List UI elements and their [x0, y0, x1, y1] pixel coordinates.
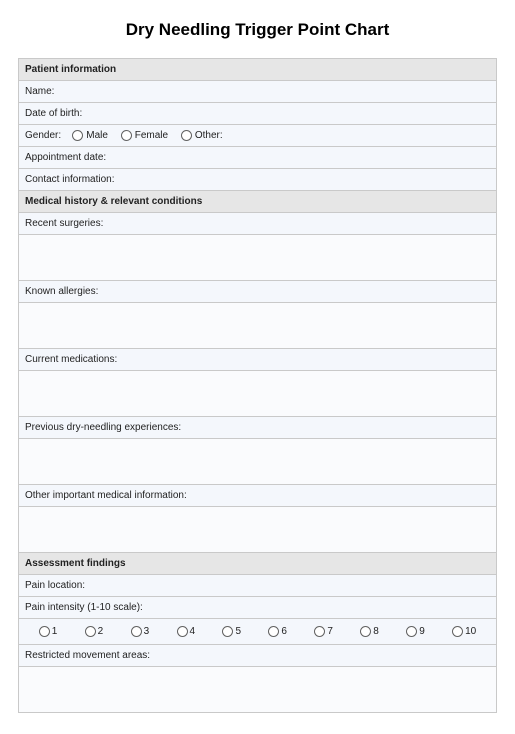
field-dob[interactable]: Date of birth:	[19, 103, 497, 125]
scale-option-3[interactable]: 3	[131, 626, 150, 637]
field-gender-label: Gender:	[25, 130, 61, 141]
section-header-medical-history-label: Medical history & relevant conditions	[19, 191, 497, 213]
scale-label-1: 1	[52, 626, 58, 637]
textarea-previous-experiences[interactable]	[19, 439, 497, 485]
radio-icon	[121, 130, 132, 141]
radio-icon	[181, 130, 192, 141]
field-pain-intensity: Pain intensity (1-10 scale):	[19, 597, 497, 619]
scale-option-2[interactable]: 2	[85, 626, 104, 637]
field-recent-surgeries-label: Recent surgeries:	[19, 213, 497, 235]
pain-scale-options: 1 2 3 4 5 6 7 8 9 10	[23, 622, 492, 641]
page-title: Dry Needling Trigger Point Chart	[18, 20, 497, 40]
form-page: Dry Needling Trigger Point Chart Patient…	[0, 0, 515, 731]
scale-option-1[interactable]: 1	[39, 626, 58, 637]
scale-option-5[interactable]: 5	[222, 626, 241, 637]
row-pain-scale: 1 2 3 4 5 6 7 8 9 10	[19, 619, 497, 645]
gender-other-label: Other:	[195, 130, 223, 141]
radio-icon	[222, 626, 233, 637]
field-restricted-movement: Restricted movement areas:	[19, 645, 497, 667]
field-pain-location[interactable]: Pain location:	[19, 575, 497, 597]
field-appointment-date[interactable]: Appointment date:	[19, 147, 497, 169]
field-other-medical-info-label: Other important medical information:	[19, 485, 497, 507]
scale-option-8[interactable]: 8	[360, 626, 379, 637]
field-current-medications: Current medications:	[19, 349, 497, 371]
field-contact-info[interactable]: Contact information:	[19, 169, 497, 191]
textarea-restricted-movement[interactable]	[19, 667, 497, 713]
textarea-current-medications[interactable]	[19, 371, 497, 417]
radio-icon	[314, 626, 325, 637]
field-pain-intensity-label: Pain intensity (1-10 scale):	[19, 597, 497, 619]
field-known-allergies: Known allergies:	[19, 281, 497, 303]
radio-icon	[131, 626, 142, 637]
radio-icon	[360, 626, 371, 637]
textarea-recent-surgeries[interactable]	[19, 235, 497, 281]
scale-label-2: 2	[98, 626, 104, 637]
radio-icon	[85, 626, 96, 637]
field-known-allergies-label: Known allergies:	[19, 281, 497, 303]
scale-option-10[interactable]: 10	[452, 626, 476, 637]
scale-option-9[interactable]: 9	[406, 626, 425, 637]
scale-label-10: 10	[465, 626, 476, 637]
scale-option-4[interactable]: 4	[177, 626, 196, 637]
field-recent-surgeries: Recent surgeries:	[19, 213, 497, 235]
section-header-patient: Patient information	[19, 59, 497, 81]
scale-label-8: 8	[373, 626, 379, 637]
field-pain-location-label: Pain location:	[19, 575, 497, 597]
field-restricted-movement-label: Restricted movement areas:	[19, 645, 497, 667]
gender-male-label: Male	[86, 130, 108, 141]
field-dob-label: Date of birth:	[19, 103, 497, 125]
field-appointment-label: Appointment date:	[19, 147, 497, 169]
gender-female-label: Female	[135, 130, 168, 141]
section-header-assessment-label: Assessment findings	[19, 553, 497, 575]
scale-label-3: 3	[144, 626, 150, 637]
form-table: Patient information Name: Date of birth:…	[18, 58, 497, 713]
scale-option-6[interactable]: 6	[268, 626, 287, 637]
textarea-known-allergies[interactable]	[19, 303, 497, 349]
gender-option-female[interactable]: Female	[121, 130, 168, 141]
textarea-other-medical-info[interactable]	[19, 507, 497, 553]
section-header-medical-history: Medical history & relevant conditions	[19, 191, 497, 213]
scale-label-9: 9	[419, 626, 425, 637]
field-previous-experiences-label: Previous dry-needling experiences:	[19, 417, 497, 439]
section-header-patient-label: Patient information	[19, 59, 497, 81]
scale-label-4: 4	[190, 626, 196, 637]
field-contact-label: Contact information:	[19, 169, 497, 191]
scale-label-7: 7	[327, 626, 333, 637]
field-gender: Gender: Male Female Other:	[19, 125, 497, 147]
gender-option-male[interactable]: Male	[72, 130, 108, 141]
field-other-medical-info: Other important medical information:	[19, 485, 497, 507]
radio-icon	[177, 626, 188, 637]
scale-label-6: 6	[281, 626, 287, 637]
radio-icon	[406, 626, 417, 637]
gender-option-other[interactable]: Other:	[181, 130, 223, 141]
radio-icon	[72, 130, 83, 141]
radio-icon	[452, 626, 463, 637]
scale-option-7[interactable]: 7	[314, 626, 333, 637]
scale-label-5: 5	[235, 626, 241, 637]
section-header-assessment: Assessment findings	[19, 553, 497, 575]
field-previous-experiences: Previous dry-needling experiences:	[19, 417, 497, 439]
radio-icon	[268, 626, 279, 637]
field-name[interactable]: Name:	[19, 81, 497, 103]
field-current-medications-label: Current medications:	[19, 349, 497, 371]
field-name-label: Name:	[19, 81, 497, 103]
radio-icon	[39, 626, 50, 637]
